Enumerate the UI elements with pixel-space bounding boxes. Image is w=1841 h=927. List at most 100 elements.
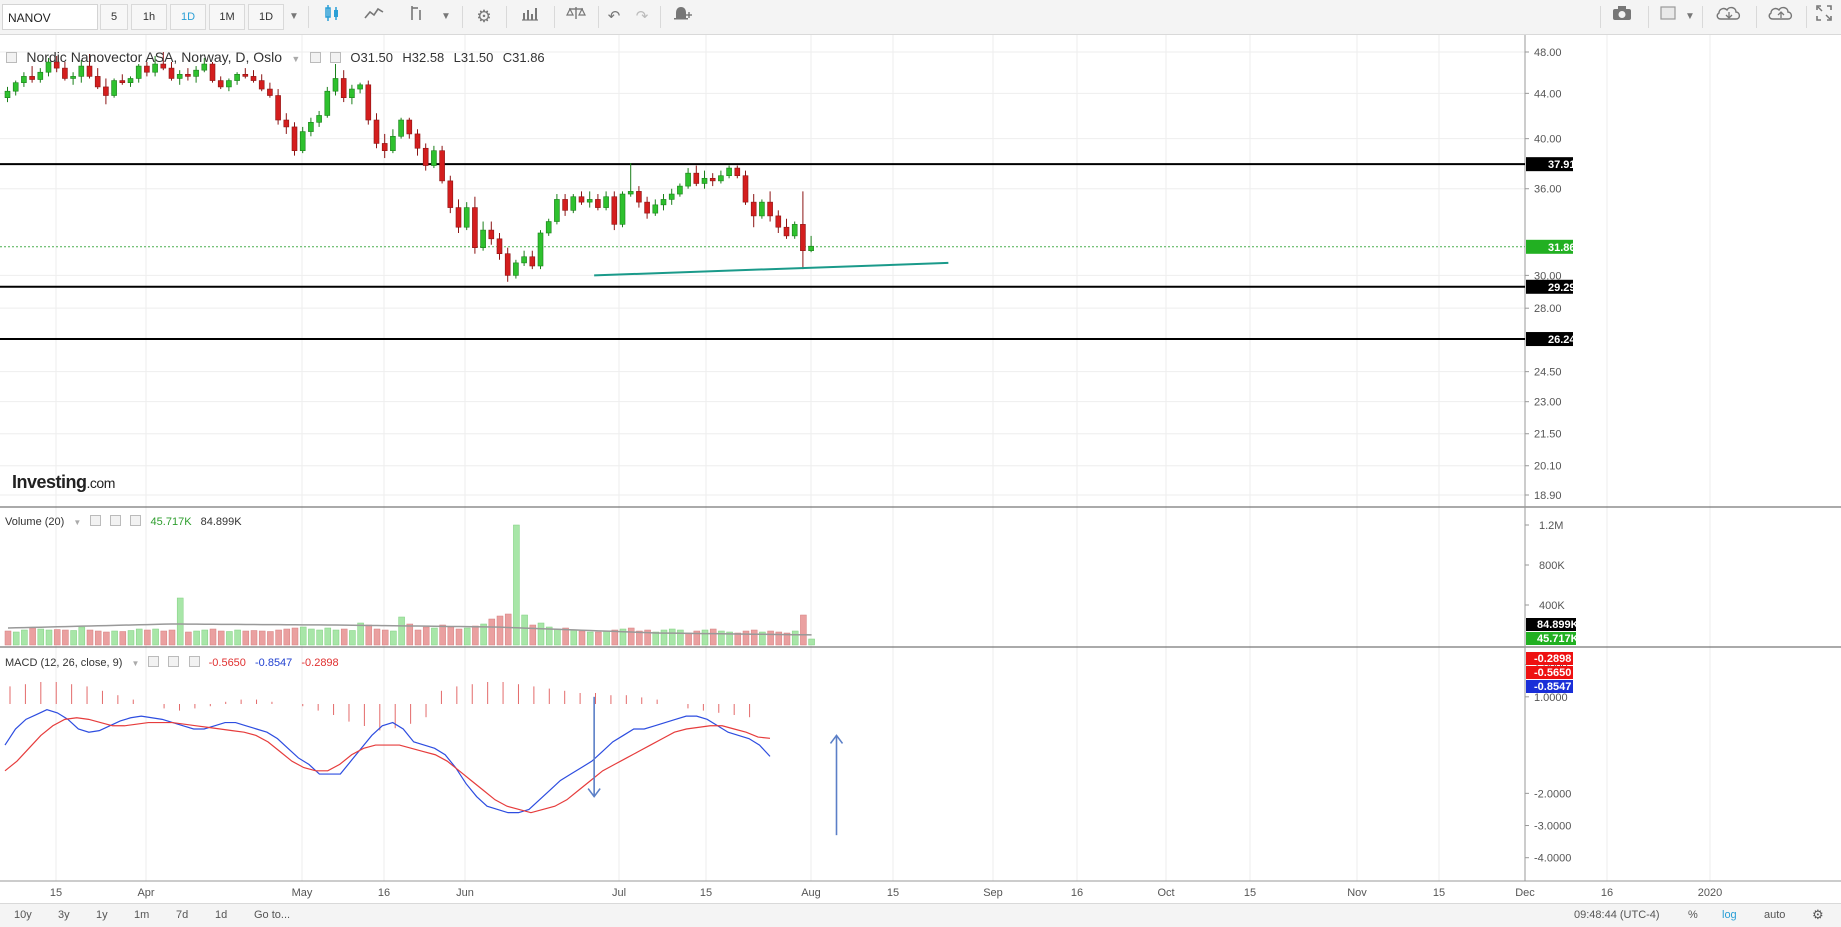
range-1d[interactable]: 1d [215,909,228,921]
candle-body [586,199,593,203]
ohlc-low: L31.50 [453,50,494,65]
volume-bar [316,629,323,646]
fullscreen-icon[interactable] [1806,4,1841,30]
range-7d[interactable]: 7d [176,909,189,921]
collapse-icon[interactable] [6,52,17,63]
resolution-select[interactable]: 1D [248,4,284,30]
cloud-save-icon[interactable] [1760,4,1802,30]
volume-bar [234,629,241,646]
range-10y[interactable]: 10y [14,909,32,921]
chart-area[interactable]: 48.00 44.00 40.00 36.00 30.00 28.00 24.50 23.00… [0,35,1841,903]
volume-bar [759,631,766,646]
layout-icon[interactable] [1650,4,1686,30]
volume-close-icon[interactable] [130,515,142,526]
volume-bar [537,622,545,646]
symbol-dropdown-icon[interactable]: ▼ [291,54,301,64]
layout-dropdown-icon[interactable]: ▼ [1685,11,1695,22]
candle-body [808,245,814,251]
indicators-dropdown-icon[interactable]: ▼ [441,11,451,22]
candle-body [685,172,691,187]
interval-1m[interactable]: 1M [209,4,245,30]
percent-toggle[interactable]: % [1688,909,1698,921]
candle-body [521,256,527,264]
symbol-input[interactable]: NANOV [2,4,98,30]
candle-body [406,119,413,135]
format-icon[interactable] [330,52,342,63]
volume-bar [250,630,258,646]
visibility-icon[interactable] [309,52,321,63]
time-tick-label: 16 [378,887,390,899]
macd-close-icon[interactable] [188,656,200,667]
macd-signal-badge-label: -0.5650 [1534,667,1571,679]
candle-body [603,196,609,208]
macd-dropdown-icon[interactable]: ▼ [131,659,140,668]
time-tick-label: Sep [983,887,1003,899]
volume-bar [463,627,471,646]
indicators-icon[interactable] [398,4,434,30]
macd-signal-line [4,717,771,814]
macd-hist-value: -0.5650 [208,657,246,669]
candle-body [791,224,798,237]
volume-bar [160,630,168,646]
log-toggle[interactable]: log [1722,909,1737,921]
line-style-icon[interactable] [356,4,392,30]
settings-icon[interactable]: ⚙ [476,7,492,26]
volume-bar [742,630,750,646]
resolution-dropdown-icon[interactable]: ▼ [289,11,299,22]
volume-bar [521,614,528,646]
candle-body [53,61,60,69]
range-3y[interactable]: 3y [58,909,70,921]
time-tick-label: 15 [1433,887,1445,899]
logo-text: Investing [12,472,87,492]
auto-toggle[interactable]: auto [1764,909,1786,921]
goto-button[interactable]: Go to... [254,909,291,921]
volume-bar [783,632,791,646]
candle-body [168,67,175,79]
volume-visibility-icon[interactable] [90,515,102,526]
candle-body [127,78,134,83]
interval-5[interactable]: 5 [100,4,128,30]
macd-format-icon[interactable] [168,656,180,667]
alert-icon[interactable] [664,4,700,30]
chart-settings-icon[interactable]: ⚙ [1812,907,1824,922]
candles-icon[interactable] [314,4,350,30]
volume-bar [94,630,102,646]
candle-body [94,76,101,88]
time-tick-label: Aug [801,887,821,899]
volume-dropdown-icon[interactable]: ▼ [73,518,82,527]
bars-icon[interactable] [512,4,548,30]
candle-body [496,238,503,255]
volume-format-icon[interactable] [110,515,122,526]
ohlc-high: H32.58 [402,50,445,65]
toolbar-divider [1600,6,1601,28]
undo-icon[interactable]: ↶ [607,8,621,25]
range-1y[interactable]: 1y [96,909,108,921]
toolbar-divider [554,6,555,28]
candle-body [152,63,158,73]
interval-1d[interactable]: 1D [170,4,206,30]
price-tick-label: 21.50 [1534,429,1562,441]
candle-body [422,147,429,166]
candle-body [332,78,339,92]
range-1m[interactable]: 1m [134,909,150,921]
candle-body [619,193,626,225]
macd-signal-value: -0.2898 [301,657,339,669]
chart-canvas[interactable]: 48.00 44.00 40.00 36.00 30.00 28.00 24.50 23.00… [0,35,1841,903]
volume-bar [677,629,684,646]
volume-bar [513,524,520,646]
cloud-load-icon[interactable] [1708,4,1750,30]
price-tick-label: 28.00 [1534,303,1562,315]
volume-bar [111,630,118,646]
volume-bar [529,624,537,646]
support-trendline [594,261,949,277]
volume-bar [86,629,94,646]
interval-1h[interactable]: 1h [131,4,167,30]
camera-icon[interactable] [1604,4,1640,30]
macd-visibility-icon[interactable] [148,656,160,667]
volume-bar [21,629,28,646]
macd-line-badge [1526,680,1573,693]
candle-body [767,201,773,217]
redo-icon[interactable]: ↷ [635,8,649,25]
compare-icon[interactable] [558,4,594,30]
time-tick-label: 16 [1071,887,1083,899]
